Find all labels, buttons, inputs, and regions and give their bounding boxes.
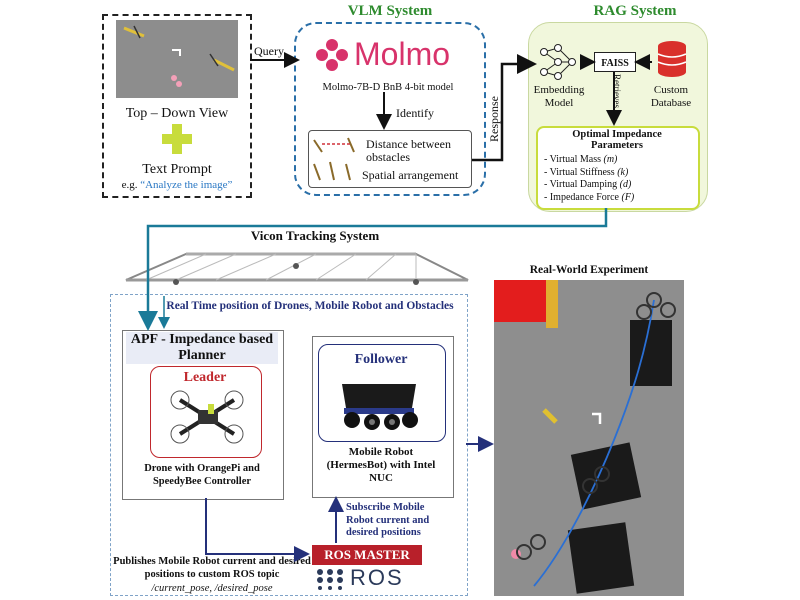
- ros-master-box: ROS MASTER: [312, 545, 422, 565]
- planner-title: APF - Impedance based Planner: [126, 332, 278, 364]
- neural-network-icon: [540, 44, 576, 80]
- param-item: - Impedance Force (F): [544, 191, 635, 203]
- drone-icon: [170, 390, 244, 444]
- distance-label: Distance between obstacles: [366, 137, 451, 164]
- experiment-title: Real-World Experiment: [529, 264, 649, 276]
- ros-logo-text: ROS: [350, 565, 404, 590]
- top-down-view-image: [116, 20, 238, 98]
- prompt-example-prefix: e.g.: [121, 179, 141, 191]
- ros-master-label: ROS MASTER: [324, 547, 410, 562]
- vlm-output-box: [308, 130, 472, 188]
- follower-label: Follower: [354, 352, 408, 367]
- ros-dots-icon: [317, 569, 343, 590]
- molmo-flower-icon: [316, 39, 348, 71]
- prompt-example: e.g. “Analyze the image”: [102, 179, 252, 191]
- vlm-title: VLM System: [347, 3, 433, 19]
- identify-label: Identify: [396, 106, 434, 120]
- experiment-photo: [494, 280, 684, 596]
- param-item: - Virtual Damping (d): [544, 179, 632, 190]
- mobile-robot-icon: [342, 384, 418, 430]
- response-label: Response: [487, 96, 501, 142]
- leader-box: [150, 366, 262, 458]
- subscribe-label: Subscribe Mobile Robot current and desir…: [346, 502, 430, 538]
- obstacle-sketch-icon: [313, 137, 355, 181]
- rag-title: RAG System: [593, 3, 677, 19]
- params-box: [536, 126, 700, 210]
- drone-caption: Drone with OrangePi and SpeedyBee Contro…: [144, 463, 260, 487]
- param-item: - Virtual Mass (m): [544, 154, 618, 165]
- publishes-label: Publishes Mobile Robot current and desir…: [113, 556, 311, 580]
- vicon-truss-icon: [125, 252, 469, 285]
- spatial-label: Spatial arrangement: [362, 168, 459, 182]
- retrieves-label: Retrieves: [612, 74, 622, 108]
- embedding-label: Embedding Model: [533, 84, 585, 109]
- view-label: Top – Down View: [125, 106, 229, 121]
- params-title: Optimal Impedance Parameters: [572, 129, 662, 151]
- plus-icon: [160, 122, 194, 156]
- faiss-label: FAISS: [601, 58, 629, 69]
- ros-logo: ROS: [314, 565, 422, 591]
- robot-caption: Mobile Robot (HermesBot) with Intel NUC: [326, 446, 436, 484]
- database-label: Custom Database: [650, 84, 692, 109]
- topics-label: /current_pose, /desired_pose: [151, 583, 273, 594]
- prompt-example-quote: “Analyze the image”: [140, 179, 233, 191]
- realtime-label: Real Time position of Drones, Mobile Rob…: [166, 300, 454, 312]
- follower-box: [312, 336, 454, 498]
- faiss-box: FAISS: [594, 52, 636, 72]
- query-label: Query: [254, 44, 284, 58]
- leader-label: Leader: [183, 370, 227, 385]
- top-down-scene: [123, 25, 235, 87]
- vlm-model-label: Molmo-7B-D BnB 4-bit model: [322, 82, 454, 93]
- prompt-label: Text Prompt: [142, 162, 212, 177]
- experiment-scene: [494, 280, 676, 594]
- follower-inner-box: [318, 344, 446, 442]
- molmo-logo: Molmo: [308, 32, 468, 78]
- molmo-logo-text: Molmo: [354, 36, 451, 72]
- param-item: - Virtual Stiffness (k): [544, 166, 629, 178]
- database-icon: [657, 41, 687, 77]
- params-list: - Virtual Mass (m) - Virtual Stiffness (…: [544, 154, 694, 204]
- input-panel: [102, 14, 252, 198]
